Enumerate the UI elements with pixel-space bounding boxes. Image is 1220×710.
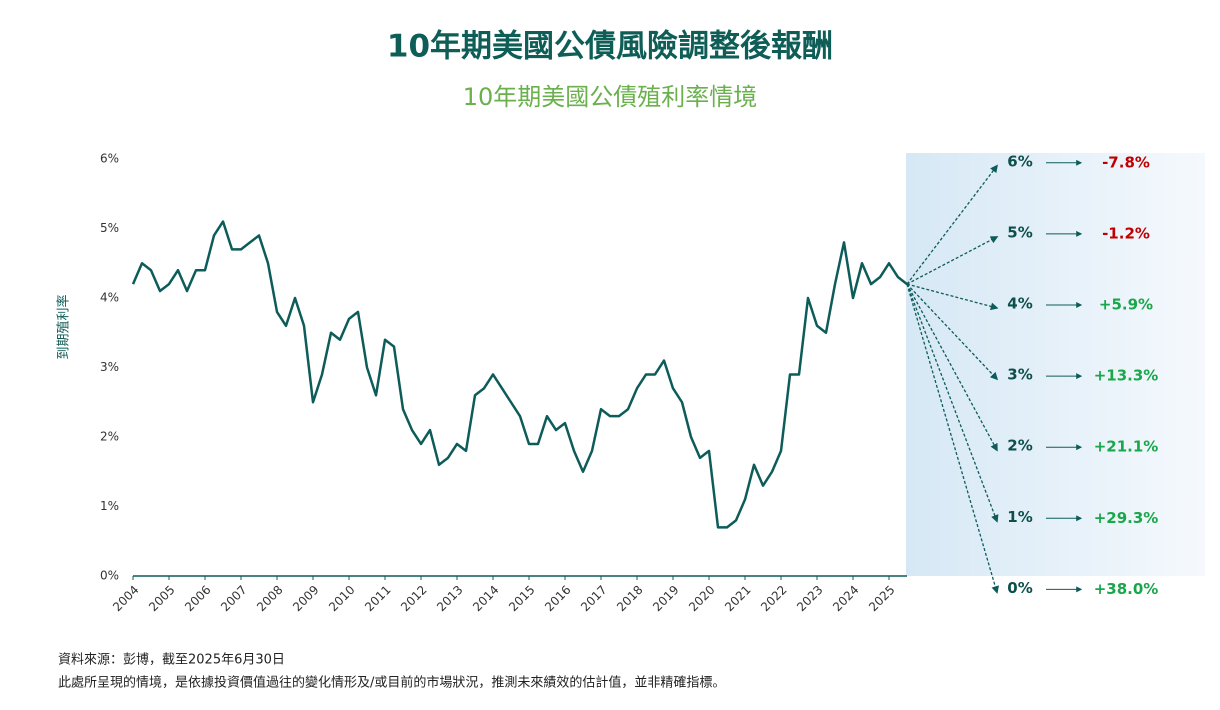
x-tick-label: 2009 (290, 583, 321, 614)
x-tick-label: 2018 (614, 583, 645, 614)
scenario-yield: 5% (1007, 223, 1032, 241)
scenario-arrow (906, 283, 999, 594)
scenario-return: +5.9% (1099, 296, 1153, 314)
x-tick-label: 2017 (578, 583, 609, 614)
scenario-panel (906, 153, 1205, 576)
scenario-yield: 3% (1007, 366, 1032, 384)
yield-line (131, 220, 908, 529)
x-tick-label: 2014 (470, 583, 501, 614)
chart-subtitle: 10年期美國公債殖利率情境 (463, 83, 758, 111)
scenario-yield: 4% (1007, 295, 1032, 313)
x-tick-label: 2016 (542, 583, 573, 614)
x-tick-label: 2023 (794, 583, 825, 614)
scenario-return: -1.2% (1102, 224, 1150, 242)
chart-title: 10年期美國公債風險調整後報酬 (387, 29, 833, 65)
x-tick-label: 2007 (218, 583, 249, 614)
scenario-arrow (906, 283, 999, 311)
x-tick-label: 2008 (254, 583, 285, 614)
x-tick-label: 2010 (326, 583, 357, 614)
x-tick-label: 2021 (722, 583, 753, 614)
scenario-arrow (906, 236, 999, 285)
scenario-return: +13.3% (1094, 367, 1159, 385)
scenario-arrow (906, 283, 998, 452)
scenario-arrow (906, 283, 999, 523)
x-tick-label: 2013 (434, 583, 465, 614)
source-note: 資料來源：彭博，截至2025年6月30日 (58, 653, 285, 668)
y-tick-label: 0% (100, 569, 119, 583)
x-tick-label: 2022 (758, 583, 789, 614)
y-axis-label: 到期殖利率 (56, 294, 72, 359)
x-tick-label: 2015 (506, 583, 537, 614)
y-tick-label: 1% (100, 499, 119, 513)
scenario-return: -7.8% (1102, 153, 1150, 171)
y-tick-label: 5% (100, 221, 119, 235)
y-tick-label: 3% (100, 360, 119, 374)
scenario-yield: 1% (1007, 508, 1032, 526)
x-tick-label: 2024 (830, 583, 861, 614)
scenario-return: +29.3% (1094, 509, 1159, 527)
x-tick-label: 2020 (686, 583, 717, 614)
x-tick-label: 2019 (650, 583, 681, 614)
y-tick-label: 6% (100, 152, 119, 166)
scenario-yield: 2% (1007, 437, 1032, 455)
scenario-arrow (906, 283, 999, 381)
x-tick-label: 2004 (110, 583, 141, 614)
scenario-yield: 6% (1007, 152, 1032, 170)
y-tick-label: 4% (100, 291, 119, 305)
x-tick-label: 2025 (866, 583, 897, 614)
scenario-return: +38.0% (1094, 580, 1159, 598)
x-tick-label: 2006 (182, 583, 213, 614)
y-tick-label: 2% (100, 430, 119, 444)
x-tick-label: 2011 (362, 583, 393, 614)
scenario-yield: 0% (1007, 579, 1032, 597)
disclaimer: 此處所呈現的情境，是依據投資價值過往的變化情形及/或目前的市場狀況，推測未來績效… (58, 675, 725, 691)
x-tick-label: 2005 (146, 583, 177, 614)
x-tick-label: 2012 (398, 583, 429, 614)
scenario-return: +21.1% (1094, 438, 1159, 456)
